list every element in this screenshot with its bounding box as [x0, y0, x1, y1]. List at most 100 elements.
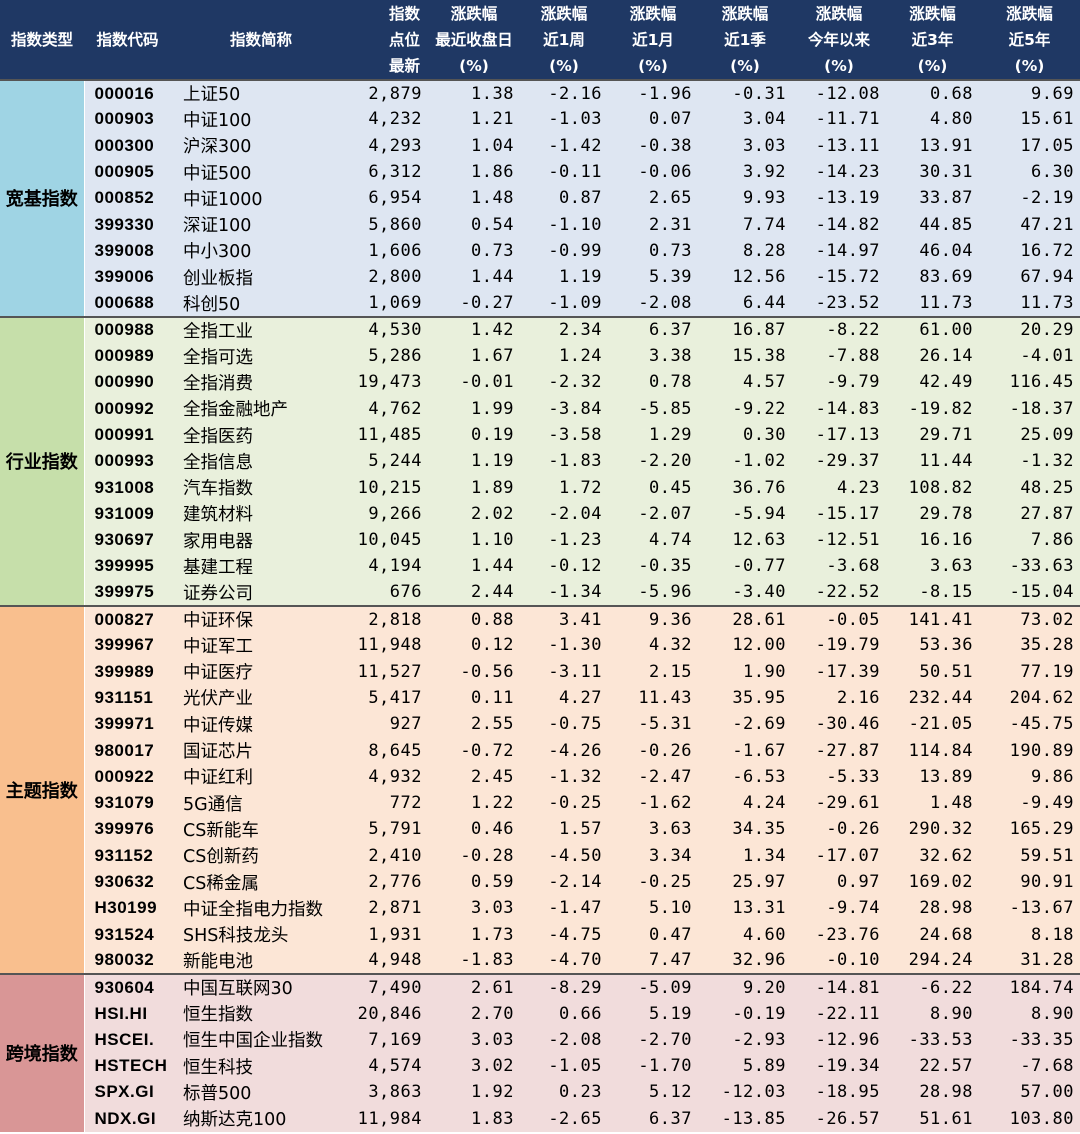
change-1w-cell: -2.32	[520, 369, 608, 396]
change-ytd-cell: -0.05	[792, 604, 886, 633]
index-name-cell: CS创新药	[171, 842, 351, 869]
latest-level-cell: 927	[351, 711, 428, 738]
change-1q-cell: -2.93	[698, 1026, 792, 1053]
change-1m-cell: -2.47	[608, 763, 698, 791]
change-last-close-cell: 2.61	[428, 973, 520, 1001]
change-1w-cell: -1.10	[520, 211, 608, 238]
latest-level-cell: 4,762	[351, 395, 428, 422]
change-3y-cell: -19.82	[886, 395, 979, 422]
index-name-cell: 全指信息	[171, 448, 351, 475]
table-row: 000688 科创50 1,069 -0.27 -1.09 -2.08 6.44 -23.52…	[0, 290, 1080, 317]
index-code-cell: 399971	[84, 711, 171, 738]
change-1w-cell: -1.83	[520, 448, 608, 475]
latest-level-cell: 10,215	[351, 474, 428, 501]
change-1m-cell: -1.62	[608, 790, 698, 817]
header-change-1q: 涨跌幅 近1季 (%)	[698, 0, 792, 80]
change-5y-cell: -13.67	[979, 895, 1080, 922]
change-5y-cell: 67.94	[979, 264, 1080, 291]
index-name-cell: 5G通信	[171, 790, 351, 817]
change-1m-cell: -0.35	[608, 553, 698, 580]
index-name-cell: 科创50	[171, 290, 351, 317]
latest-level-cell: 7,490	[351, 973, 428, 1001]
index-name-cell: 中国互联网30	[171, 973, 351, 1001]
latest-level-cell: 4,232	[351, 106, 428, 133]
change-3y-cell: 169.02	[886, 868, 979, 896]
change-ytd-cell: -17.07	[792, 842, 886, 869]
index-name-cell: 中证全指电力指数	[171, 895, 351, 922]
change-last-close-cell: 2.02	[428, 500, 520, 528]
table-row: 931152 CS创新药 2,410 -0.28 -4.50 3.34 1.34 -17.07…	[0, 842, 1080, 869]
index-code-cell: 930632	[84, 868, 171, 896]
index-code-cell: HSTECH	[84, 1052, 171, 1080]
index-code-cell: 000016	[84, 78, 171, 107]
change-3y-cell: 51.61	[886, 1105, 979, 1132]
change-1m-cell: 2.65	[608, 185, 698, 212]
change-5y-cell: -4.01	[979, 342, 1080, 370]
change-1w-cell: -1.34	[520, 579, 608, 606]
change-1m-cell: 2.15	[608, 658, 698, 685]
change-last-close-cell: 0.11	[428, 684, 520, 712]
index-type-cell: 跨境指数	[0, 973, 85, 1132]
change-1m-cell: 4.74	[608, 527, 698, 554]
table-row: 399008 中小300 1,606 0.73 -0.99 0.73 8.28 -14.97 4…	[0, 237, 1080, 265]
change-1m-cell: 2.31	[608, 211, 698, 238]
table-row: HSTECH 恒生科技 4,574 3.02 -1.05 -1.70 5.89 -19.34 2…	[0, 1052, 1080, 1080]
change-1w-cell: -2.16	[520, 78, 608, 107]
table-row: 980032 新能电池 4,948 -1.83 -4.70 7.47 32.96 -0.10 2…	[0, 947, 1080, 975]
table-row: 399330 深证100 5,860 0.54 -1.10 2.31 7.74 -14.82 4…	[0, 211, 1080, 238]
latest-level-cell: 20,846	[351, 1000, 428, 1027]
change-1w-cell: 0.23	[520, 1079, 608, 1106]
change-3y-cell: 29.78	[886, 500, 979, 528]
change-3y-cell: 232.44	[886, 684, 979, 712]
table-body: 宽基指数 000016 上证50 2,879 1.38 -2.16 -1.96 -0.31 -1…	[0, 78, 1080, 1132]
change-1m-cell: 1.29	[608, 421, 698, 449]
change-1m-cell: 0.73	[608, 237, 698, 265]
change-ytd-cell: -15.72	[792, 264, 886, 291]
index-code-cell: 931009	[84, 500, 171, 528]
index-code-cell: NDX.GI	[84, 1105, 171, 1132]
change-1q-cell: 9.20	[698, 973, 792, 1001]
index-name-cell: 深证100	[171, 211, 351, 238]
change-1q-cell: 3.92	[698, 158, 792, 186]
change-ytd-cell: -14.83	[792, 395, 886, 422]
table-row: 宽基指数 000016 上证50 2,879 1.38 -2.16 -1.96 -0.31 -1…	[0, 78, 1080, 317]
header-index-type: 指数类型	[0, 0, 84, 80]
change-1w-cell: -0.11	[520, 158, 608, 186]
index-name-cell: 中证100	[171, 106, 351, 133]
header-change-ytd: 涨跌幅 今年以来 (%)	[792, 0, 886, 80]
change-last-close-cell: 2.55	[428, 711, 520, 738]
header-index-code: 指数代码	[84, 0, 171, 80]
change-ytd-cell: -19.79	[792, 632, 886, 659]
index-code-cell: 399967	[84, 632, 171, 659]
change-last-close-cell: 2.44	[428, 579, 520, 606]
latest-level-cell: 4,932	[351, 763, 428, 791]
change-1m-cell: -2.70	[608, 1026, 698, 1053]
change-ytd-cell: -17.39	[792, 658, 886, 685]
index-name-cell: 家用电器	[171, 527, 351, 554]
table-row: 行业指数 000988 全指工业 4,530 1.42 2.34 6.37 16.87 -8.2…	[0, 315, 1080, 606]
change-ytd-cell: -12.08	[792, 78, 886, 107]
table-row: 930697 家用电器 10,045 1.10 -1.23 4.74 12.63 -12.51…	[0, 527, 1080, 554]
change-1w-cell: -1.03	[520, 106, 608, 133]
change-1w-cell: -8.29	[520, 973, 608, 1001]
change-5y-cell: 90.91	[979, 868, 1080, 896]
change-last-close-cell: 3.03	[428, 895, 520, 922]
change-5y-cell: -9.49	[979, 790, 1080, 817]
change-1q-cell: 12.56	[698, 264, 792, 291]
change-last-close-cell: 2.45	[428, 763, 520, 791]
change-1q-cell: 25.97	[698, 868, 792, 896]
change-3y-cell: -6.22	[886, 973, 979, 1001]
change-last-close-cell: 0.12	[428, 632, 520, 659]
change-last-close-cell: 1.89	[428, 474, 520, 501]
index-name-cell: 创业板指	[171, 264, 351, 291]
change-3y-cell: 8.90	[886, 1000, 979, 1027]
change-1w-cell: -1.30	[520, 632, 608, 659]
change-5y-cell: -1.32	[979, 448, 1080, 475]
latest-level-cell: 4,293	[351, 132, 428, 159]
change-1m-cell: 7.47	[608, 947, 698, 975]
change-1m-cell: -2.08	[608, 290, 698, 317]
table-row: SPX.GI 标普500 3,863 1.92 0.23 5.12 -12.03 -18.95…	[0, 1079, 1080, 1106]
change-last-close-cell: 1.48	[428, 185, 520, 212]
change-1q-cell: -0.31	[698, 78, 792, 107]
change-1m-cell: 3.34	[608, 842, 698, 869]
